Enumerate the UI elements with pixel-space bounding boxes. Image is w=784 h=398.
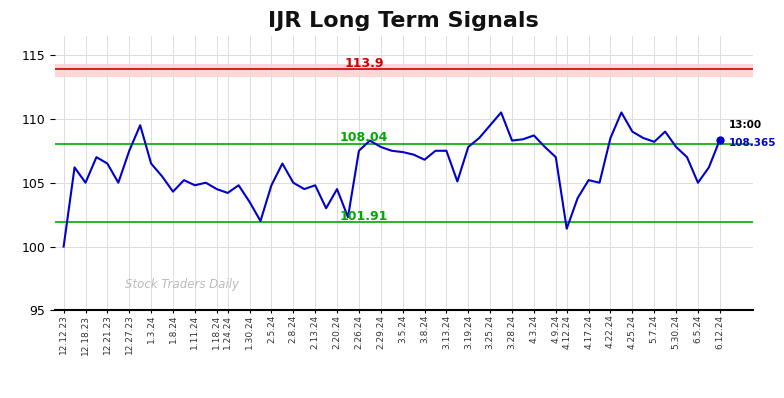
Bar	[55, 64, 753, 77]
Text: 108.04: 108.04	[339, 131, 388, 144]
Text: 13:00: 13:00	[728, 120, 762, 130]
Text: 113.9: 113.9	[344, 57, 383, 70]
Point	[713, 137, 726, 143]
Title: IJR Long Term Signals: IJR Long Term Signals	[268, 12, 539, 31]
Text: 101.91: 101.91	[339, 210, 388, 222]
Text: 108.365: 108.365	[728, 138, 776, 148]
Text: Stock Traders Daily: Stock Traders Daily	[125, 278, 238, 291]
